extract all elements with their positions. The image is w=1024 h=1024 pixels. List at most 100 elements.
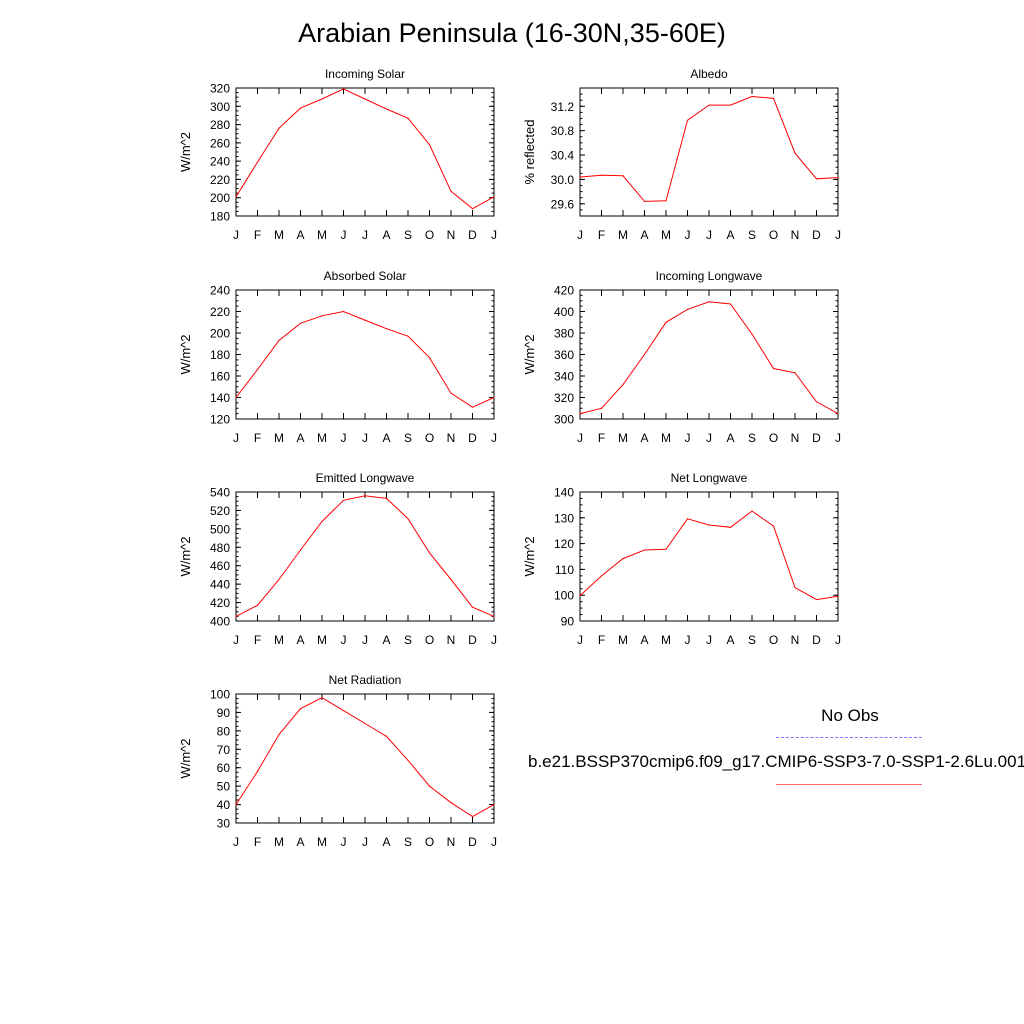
absorbed-solar-data-point xyxy=(385,328,388,330)
emitted-longwave-data-point xyxy=(321,520,323,523)
incoming-solar-ytick-label: 320 xyxy=(210,82,230,96)
albedo-data-point xyxy=(708,104,710,106)
albedo-xtick-label: N xyxy=(791,228,800,242)
incoming-solar-data-point xyxy=(428,144,431,146)
incoming-solar-xtick-label: S xyxy=(404,228,412,242)
absorbed-solar-xtick-label: J xyxy=(233,431,239,445)
emitted-longwave-series-line xyxy=(235,495,495,617)
absorbed-solar-data-point xyxy=(428,357,431,359)
absorbed-solar-data-point xyxy=(321,315,323,317)
incoming-longwave-xtick-label: D xyxy=(812,431,821,445)
emitted-longwave-data-point xyxy=(342,499,345,501)
albedo-data-point xyxy=(815,178,818,180)
legend-obs-line xyxy=(776,737,922,738)
net-longwave-xtick-label: N xyxy=(791,633,800,647)
incoming-longwave-data-point xyxy=(600,407,603,409)
emitted-longwave-xtick-label: F xyxy=(254,633,261,647)
incoming-solar-xtick-label: J xyxy=(491,228,497,242)
incoming-longwave-xtick-label: A xyxy=(726,431,734,445)
net-radiation-xtick-label: J xyxy=(491,835,497,849)
incoming-longwave-ylabel: W/m^2 xyxy=(522,334,537,374)
absorbed-solar-data-point xyxy=(342,310,345,313)
emitted-longwave-ytick-label: 500 xyxy=(210,522,230,536)
incoming-solar-data-point xyxy=(450,190,452,192)
net-radiation-data-point xyxy=(278,733,280,736)
albedo-xtick-label: S xyxy=(748,228,756,242)
net-longwave-data-point xyxy=(665,548,667,550)
incoming-solar-xtick-label: J xyxy=(362,228,368,242)
net-radiation-xtick-label: N xyxy=(447,835,456,849)
absorbed-solar-ytick-label: 120 xyxy=(210,413,230,427)
net-radiation-ytick-label: 70 xyxy=(217,743,231,757)
albedo-xtick-label: M xyxy=(618,228,628,242)
albedo-data-point xyxy=(837,177,839,179)
net-radiation-data-point xyxy=(471,815,474,818)
emitted-longwave-ytick-label: 400 xyxy=(210,615,230,629)
absorbed-solar-xtick-label: O xyxy=(425,431,434,445)
albedo-ylabel: % reflected xyxy=(522,119,537,184)
emitted-longwave-data-point xyxy=(428,552,431,554)
incoming-solar-data-point xyxy=(278,127,280,129)
net-radiation-xtick-label: D xyxy=(468,835,477,849)
albedo-series-line xyxy=(579,95,839,202)
absorbed-solar-xtick-label: J xyxy=(491,431,497,445)
incoming-longwave-xtick-label: F xyxy=(598,431,605,445)
net-longwave-ytick-label: 140 xyxy=(554,486,574,500)
albedo-ytick-label: 30.8 xyxy=(551,124,575,138)
absorbed-solar-data-point xyxy=(235,396,237,399)
incoming-solar-data-point xyxy=(321,98,323,100)
albedo-data-point xyxy=(622,175,624,177)
emitted-longwave-xtick-label: O xyxy=(425,633,434,647)
incoming-solar-xtick-label: F xyxy=(254,228,261,242)
albedo-title: Albedo xyxy=(690,67,728,81)
net-radiation-ytick-label: 40 xyxy=(217,798,231,812)
emitted-longwave-data-point xyxy=(235,615,237,617)
incoming-longwave-ytick-label: 400 xyxy=(554,305,574,319)
incoming-solar-xtick-label: N xyxy=(447,228,456,242)
emitted-longwave-data-point xyxy=(364,495,366,497)
net-radiation-xtick-label: J xyxy=(362,835,368,849)
albedo-xtick-label: J xyxy=(577,228,583,242)
incoming-solar-ytick-label: 280 xyxy=(210,118,230,132)
net-radiation-xtick-label: F xyxy=(254,835,261,849)
absorbed-solar-xtick-label: F xyxy=(254,431,261,445)
incoming-longwave-ytick-label: 380 xyxy=(554,327,574,341)
albedo-data-point xyxy=(579,176,581,178)
emitted-longwave-ytick-label: 440 xyxy=(210,578,230,592)
albedo-xtick-label: J xyxy=(835,228,841,242)
incoming-longwave-xtick-label: M xyxy=(618,431,628,445)
incoming-longwave-data-point xyxy=(686,308,689,310)
albedo-ytick-label: 31.2 xyxy=(551,100,575,114)
emitted-longwave-xtick-label: J xyxy=(233,633,239,647)
net-longwave-series-line xyxy=(579,510,839,601)
net-longwave-xtick-label: M xyxy=(661,633,671,647)
incoming-longwave-ytick-label: 340 xyxy=(554,370,574,384)
net-radiation-xtick-label: A xyxy=(296,835,304,849)
net-radiation-data-point xyxy=(428,785,431,787)
net-longwave-ytick-label: 100 xyxy=(554,589,574,603)
absorbed-solar-data-point xyxy=(471,406,474,408)
absorbed-solar-xtick-label: M xyxy=(274,431,284,445)
net-longwave-xtick-label: O xyxy=(769,633,778,647)
net-longwave-xtick-label: F xyxy=(598,633,605,647)
absorbed-solar-xtick-label: N xyxy=(447,431,456,445)
incoming-longwave-data-point xyxy=(751,333,753,335)
chart-incoming-longwave: Incoming Longwave W/m^2 300 320 340 360 380 400… xyxy=(522,269,841,445)
absorbed-solar-xtick-label: J xyxy=(362,431,368,445)
incoming-longwave-frame xyxy=(579,289,839,420)
emitted-longwave-title: Emitted Longwave xyxy=(316,471,415,485)
emitted-longwave-data-point xyxy=(385,497,388,500)
incoming-longwave-xtick-label: O xyxy=(769,431,778,445)
net-longwave-xtick-label: M xyxy=(618,633,628,647)
albedo-xtick-label: O xyxy=(769,228,778,242)
absorbed-solar-xtick-label: J xyxy=(341,431,347,445)
incoming-solar-xtick-label: A xyxy=(382,228,390,242)
incoming-longwave-data-point xyxy=(643,353,646,356)
incoming-solar-data-point xyxy=(385,108,388,110)
incoming-longwave-data-point xyxy=(665,321,667,323)
incoming-solar-data-point xyxy=(407,117,409,119)
net-longwave-data-point xyxy=(600,575,603,577)
emitted-longwave-xtick-label: D xyxy=(468,633,477,647)
absorbed-solar-ytick-label: 160 xyxy=(210,370,230,384)
